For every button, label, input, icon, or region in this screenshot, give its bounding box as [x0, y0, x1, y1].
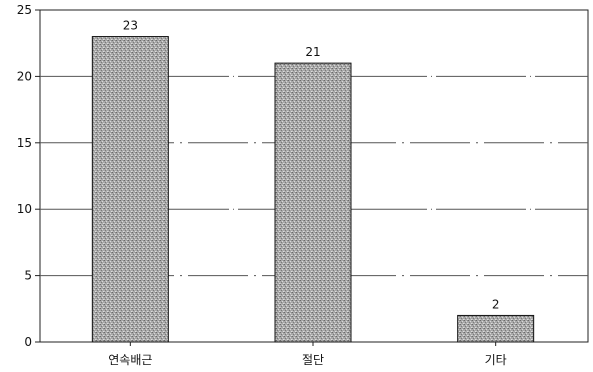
x-category-label: 절단: [302, 353, 324, 367]
x-category-label: 연속배근: [108, 353, 152, 367]
bar-value-label: 23: [123, 19, 138, 33]
bar: [274, 62, 352, 343]
y-axis: 0 5 10 15 20 25: [17, 3, 40, 349]
x-axis: 연속배근 절단 기타: [108, 342, 507, 367]
bar-value-label: 21: [305, 45, 320, 59]
y-tick-label: 25: [17, 3, 32, 17]
bar-value-label: 2: [492, 297, 500, 311]
y-tick-label: 20: [17, 69, 32, 83]
bar: [457, 314, 535, 343]
y-tick-label: 15: [17, 136, 32, 150]
bars: 23 21 2: [91, 19, 535, 343]
x-category-label: 기타: [485, 353, 507, 367]
y-tick-label: 10: [17, 202, 32, 216]
y-tick-label: 5: [24, 269, 32, 283]
bar: [91, 36, 169, 343]
y-tick-label: 0: [24, 335, 32, 349]
